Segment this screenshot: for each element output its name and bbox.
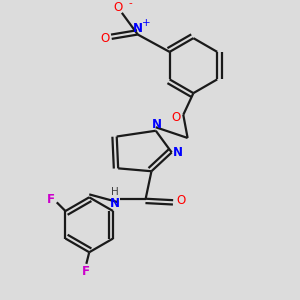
Text: O: O — [177, 194, 186, 207]
Text: N: N — [173, 146, 183, 159]
Text: N: N — [152, 118, 162, 131]
Text: O: O — [113, 1, 122, 14]
Text: N: N — [133, 22, 143, 35]
Text: +: + — [142, 18, 150, 28]
Text: F: F — [46, 193, 54, 206]
Text: -: - — [128, 0, 132, 9]
Text: N: N — [110, 197, 120, 210]
Text: H: H — [111, 188, 119, 197]
Text: F: F — [82, 266, 90, 278]
Text: O: O — [171, 111, 181, 124]
Text: O: O — [101, 32, 110, 45]
